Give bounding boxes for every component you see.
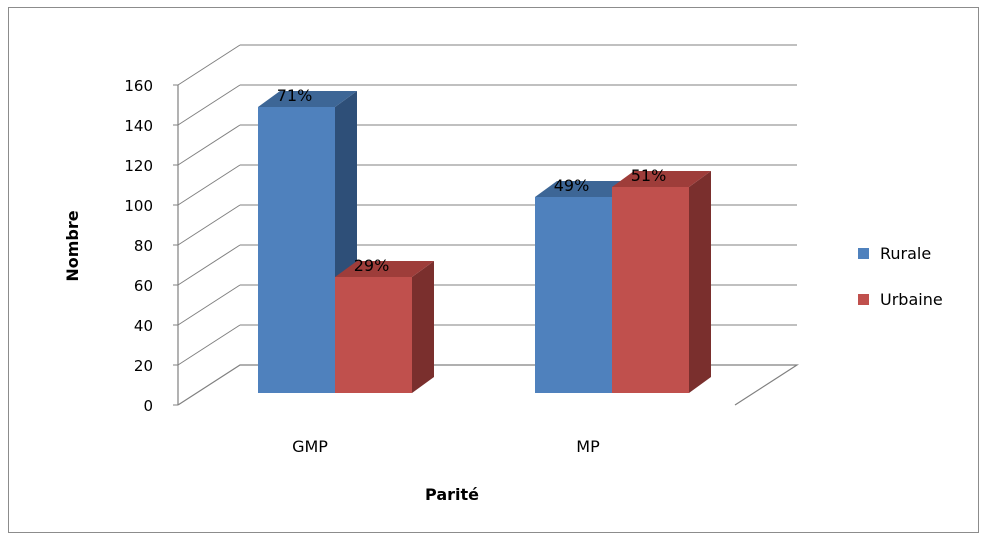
gridline-diagonal <box>177 284 241 326</box>
y-tick-labels: 0 20 40 60 80 100 120 140 160 <box>124 77 153 415</box>
gridline-diagonal <box>177 164 241 206</box>
data-label-rurale-gmp: 71% <box>277 86 313 105</box>
legend-label-urbaine: Urbaine <box>880 290 943 309</box>
bar-urbaine-gmp <box>335 277 412 393</box>
bar-top-urbaine-mp <box>612 171 711 187</box>
x-category-label: GMP <box>292 437 328 456</box>
gridline-diagonal <box>177 44 241 86</box>
y-tick-label: 60 <box>134 277 153 295</box>
gridline-diagonal <box>177 124 241 166</box>
y-tick-label: 140 <box>124 117 153 135</box>
data-label-urbaine-mp: 51% <box>631 166 667 185</box>
y-tick-label: 20 <box>134 357 153 375</box>
bar-rurale-mp <box>535 197 612 393</box>
gridline-diagonal <box>177 84 241 126</box>
data-labels: 71% 29% 49% 51% <box>277 86 667 275</box>
data-label-rurale-mp: 49% <box>554 176 590 195</box>
bar-side-urbaine-mp <box>689 171 711 393</box>
x-axis-title: Parité <box>425 485 479 504</box>
x-category-label: MP <box>576 437 600 456</box>
legend-swatch-rurale <box>858 248 869 259</box>
x-category-labels: GMP MP <box>292 437 600 456</box>
y-tick-label: 100 <box>124 197 153 215</box>
bar-urbaine-mp <box>612 187 689 393</box>
legend-label-rurale: Rurale <box>880 244 931 263</box>
bars <box>258 91 711 393</box>
bar-side-urbaine-gmp <box>412 261 434 393</box>
y-tick-label: 0 <box>143 397 153 415</box>
y-axis-title: Nombre <box>63 210 82 281</box>
legend-swatch-urbaine <box>858 294 869 305</box>
y-tick-label: 40 <box>134 317 153 335</box>
gridline-diagonal <box>177 204 241 246</box>
y-tick-label: 80 <box>134 237 153 255</box>
legend: Rurale Urbaine <box>858 244 943 309</box>
bar-top-rurale-gmp <box>258 91 357 107</box>
gridline-diagonal <box>177 324 241 366</box>
bar-top-rurale-mp <box>535 181 634 197</box>
chart-frame <box>8 7 979 533</box>
data-label-urbaine-gmp: 29% <box>354 256 390 275</box>
y-tick-label: 160 <box>124 77 153 95</box>
gridline-diagonal <box>177 244 241 286</box>
bar-top-urbaine-gmp <box>335 261 434 277</box>
bar-rurale-gmp <box>258 107 335 393</box>
floor-outline <box>177 364 800 406</box>
y-tick-label: 120 <box>124 157 153 175</box>
